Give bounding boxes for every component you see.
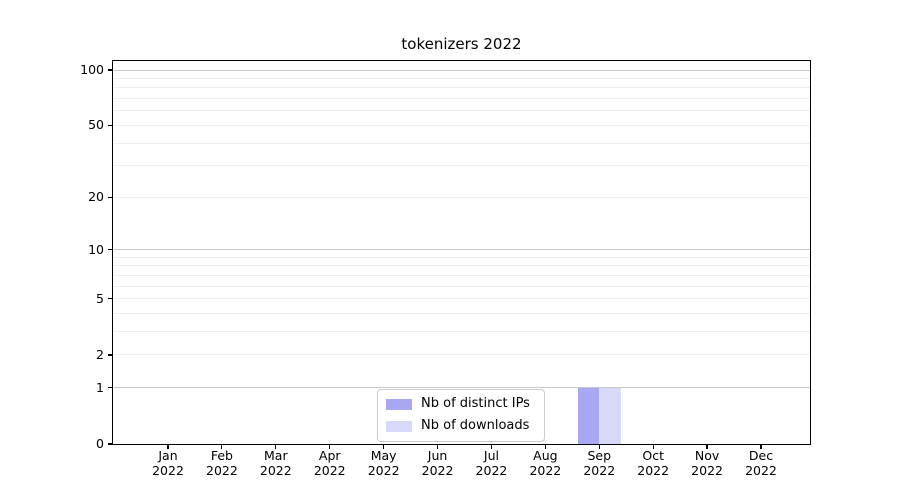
legend: Nb of distinct IPs Nb of downloads bbox=[377, 389, 545, 442]
x-tick-label: Sep 2022 bbox=[583, 448, 616, 478]
minor-gridline bbox=[113, 165, 810, 167]
y-tick-label: 50 bbox=[88, 117, 104, 133]
x-tick-label: Mar 2022 bbox=[259, 448, 292, 478]
x-tick-label: Jun 2022 bbox=[421, 448, 454, 478]
x-tick-label: Apr 2022 bbox=[313, 448, 346, 478]
legend-label-distinct-ips: Nb of distinct IPs bbox=[421, 396, 530, 411]
x-tick-label: Jan 2022 bbox=[152, 448, 184, 478]
x-tick-label: Dec 2022 bbox=[745, 448, 777, 478]
x-tick-mark bbox=[275, 444, 277, 449]
minor-gridline bbox=[113, 142, 810, 144]
legend-swatch-downloads-icon bbox=[386, 420, 412, 432]
minor-gridline bbox=[113, 87, 810, 89]
chart-title: tokenizers 2022 bbox=[401, 35, 522, 53]
y-tick-label: 5 bbox=[96, 290, 104, 306]
minor-gridline bbox=[113, 196, 810, 198]
bar-nb-of-downloads bbox=[599, 387, 621, 444]
y-tick-label: 2 bbox=[96, 346, 104, 362]
legend-swatch-distinct-ips-icon bbox=[386, 398, 412, 410]
bar-nb-of-distinct-ips bbox=[577, 387, 600, 444]
minor-gridline bbox=[113, 275, 810, 277]
x-tick-mark bbox=[167, 444, 169, 449]
y-tick-label: 10 bbox=[88, 241, 104, 257]
minor-gridline bbox=[113, 98, 810, 100]
y-tick-label: 100 bbox=[80, 62, 104, 78]
y-tick-label: 0 bbox=[96, 436, 104, 451]
x-tick-mark bbox=[329, 444, 331, 449]
minor-gridline bbox=[113, 298, 810, 300]
x-tick-label: Feb 2022 bbox=[206, 448, 238, 478]
minor-gridline bbox=[113, 256, 810, 258]
y-tick-mark bbox=[108, 387, 112, 389]
y-tick-mark bbox=[108, 354, 112, 356]
plot-area: Nb of distinct IPs Nb of downloads bbox=[112, 60, 811, 445]
y-tick-mark bbox=[108, 249, 112, 251]
minor-gridline bbox=[113, 110, 810, 112]
x-tick-label: May 2022 bbox=[367, 448, 400, 478]
x-tick-mark bbox=[598, 444, 600, 449]
y-tick-mark bbox=[108, 124, 112, 127]
x-tick-label: Aug 2022 bbox=[529, 448, 562, 478]
x-tick-label: Nov 2022 bbox=[691, 448, 723, 478]
x-tick-mark bbox=[652, 444, 654, 449]
legend-label-downloads: Nb of downloads bbox=[421, 418, 530, 433]
minor-gridline bbox=[113, 265, 810, 267]
x-tick-mark bbox=[383, 444, 385, 449]
major-gridline bbox=[113, 69, 810, 71]
minor-gridline bbox=[113, 354, 810, 356]
legend-item-downloads: Nb of downloads bbox=[386, 418, 536, 434]
minor-gridline bbox=[113, 313, 810, 315]
x-tick-mark bbox=[221, 444, 223, 449]
minor-gridline bbox=[113, 124, 810, 126]
y-tick-mark bbox=[108, 196, 112, 198]
x-tick-mark bbox=[490, 444, 493, 449]
major-gridline bbox=[113, 387, 810, 389]
minor-gridline bbox=[113, 285, 810, 287]
minor-gridline bbox=[113, 78, 810, 80]
x-tick-label: Jul 2022 bbox=[475, 448, 508, 478]
x-tick-mark bbox=[436, 444, 439, 449]
major-gridline bbox=[113, 249, 810, 251]
x-tick-label: Oct 2022 bbox=[637, 448, 670, 478]
y-tick-mark bbox=[108, 69, 112, 71]
y-tick-mark bbox=[108, 298, 112, 300]
x-tick-mark bbox=[706, 444, 708, 449]
y-tick-label: 1 bbox=[96, 379, 104, 395]
y-tick-label: 20 bbox=[88, 189, 104, 205]
x-tick-mark bbox=[544, 444, 546, 449]
y-tick-mark bbox=[108, 443, 112, 445]
legend-item-distinct-ips: Nb of distinct IPs bbox=[386, 396, 536, 412]
x-tick-mark bbox=[760, 444, 762, 449]
minor-gridline bbox=[113, 331, 810, 333]
